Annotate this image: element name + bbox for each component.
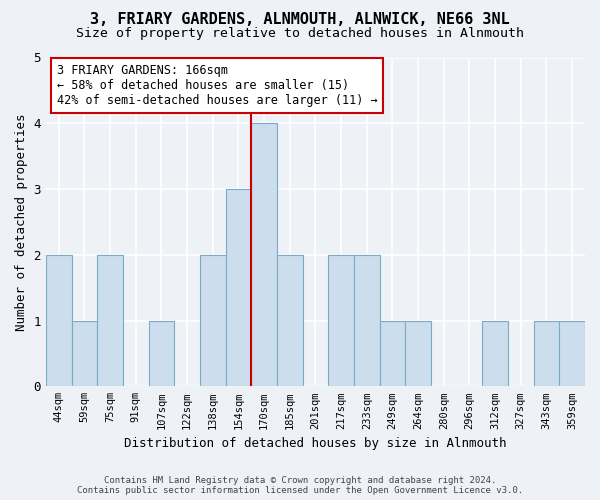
Bar: [149, 320, 174, 386]
Bar: [533, 320, 559, 386]
Bar: [200, 255, 226, 386]
Text: Size of property relative to detached houses in Alnmouth: Size of property relative to detached ho…: [76, 28, 524, 40]
Bar: [251, 124, 277, 386]
Bar: [71, 320, 97, 386]
Bar: [226, 189, 251, 386]
Text: 3, FRIARY GARDENS, ALNMOUTH, ALNWICK, NE66 3NL: 3, FRIARY GARDENS, ALNMOUTH, ALNWICK, NE…: [90, 12, 510, 28]
Y-axis label: Number of detached properties: Number of detached properties: [15, 113, 28, 330]
Bar: [559, 320, 585, 386]
X-axis label: Distribution of detached houses by size in Alnmouth: Distribution of detached houses by size …: [124, 437, 507, 450]
Bar: [380, 320, 406, 386]
Bar: [482, 320, 508, 386]
Text: 3 FRIARY GARDENS: 166sqm
← 58% of detached houses are smaller (15)
42% of semi-d: 3 FRIARY GARDENS: 166sqm ← 58% of detach…: [56, 64, 377, 107]
Bar: [277, 255, 302, 386]
Bar: [46, 255, 71, 386]
Text: Contains HM Land Registry data © Crown copyright and database right 2024.
Contai: Contains HM Land Registry data © Crown c…: [77, 476, 523, 495]
Bar: [97, 255, 123, 386]
Bar: [406, 320, 431, 386]
Bar: [328, 255, 354, 386]
Bar: [354, 255, 380, 386]
